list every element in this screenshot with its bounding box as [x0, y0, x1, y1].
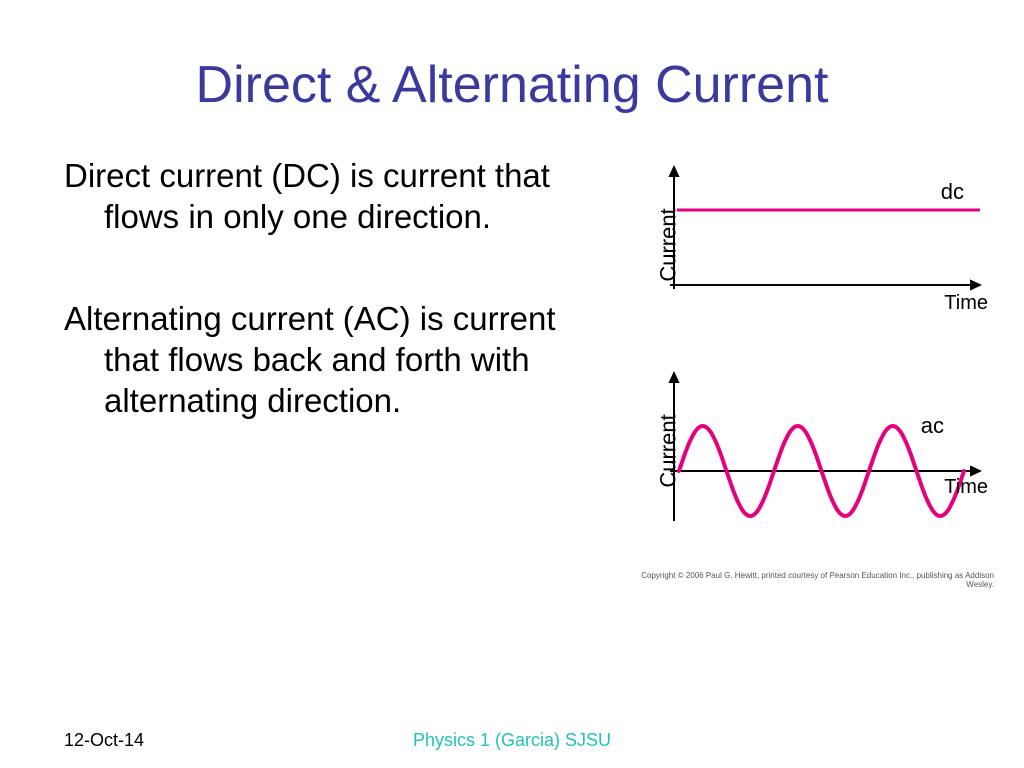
paragraph-dc: Direct current (DC) is current that flow…: [64, 155, 604, 238]
slide-title: Direct & Alternating Current: [0, 0, 1024, 155]
ac-ylabel: Current: [656, 414, 682, 487]
footer-date: 12-Oct-14: [64, 730, 144, 751]
ac-chart: Current Time ac: [624, 361, 1004, 561]
footer-center: Physics 1 (Garcia) SJSU: [413, 730, 611, 751]
ac-line-label: ac: [921, 413, 944, 439]
dc-chart: Current Time dc: [624, 155, 1004, 355]
content-row: Direct current (DC) is current that flow…: [0, 155, 1024, 589]
paragraph-ac: Alternating current (AC) is current that…: [64, 298, 604, 422]
charts-column: Current Time dc Current Time ac Copyrigh…: [624, 155, 1004, 589]
ac-xlabel: Time: [944, 476, 988, 499]
text-column: Direct current (DC) is current that flow…: [64, 155, 604, 589]
dc-ylabel: Current: [656, 208, 682, 281]
dc-xlabel: Time: [944, 292, 988, 315]
dc-line-label: dc: [941, 179, 964, 205]
copyright-text: Copyright © 2006 Paul G. Hewitt, printed…: [624, 567, 1004, 589]
